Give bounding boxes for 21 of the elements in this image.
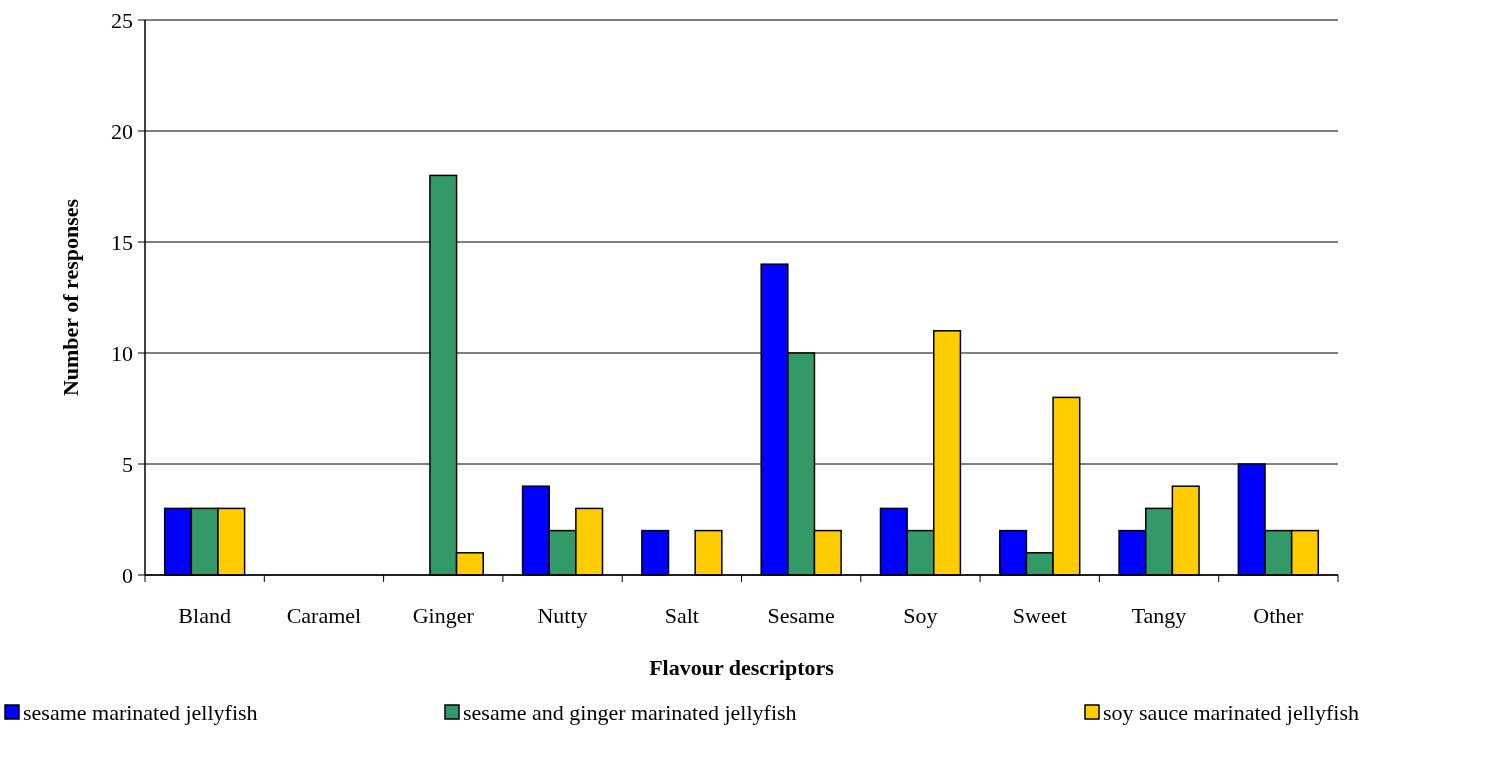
y-axis-title: Number of responses [58,198,83,397]
x-tick-label: Tangy [1131,603,1187,628]
x-tick-label: Caramel [286,603,362,628]
x-tick-label: Soy [903,603,938,628]
x-tick-label: Sweet [1012,603,1067,628]
x-tick-label: Bland [178,603,231,628]
x-tick-label: Nutty [537,603,588,628]
y-tick-label: 20 [111,118,133,144]
x-tick-label: Ginger [412,603,475,628]
legend-label: soy sauce marinated jellyfish [1103,699,1359,725]
x-tick-label: Other [1253,603,1305,628]
y-tick-label: 0 [122,562,133,588]
y-tick-label: 15 [111,229,133,255]
x-tick-label: Sesame [767,603,835,628]
y-tick-label: 5 [122,451,133,477]
y-tick-label: 25 [111,7,133,33]
legend-label: sesame and ginger marinated jellyfish [463,699,797,725]
x-tick-label: Salt [664,603,699,628]
legend-label: sesame marinated jellyfish [23,699,258,725]
y-tick-label: 10 [111,340,133,366]
x-axis-title: Flavour descriptors [649,655,835,680]
